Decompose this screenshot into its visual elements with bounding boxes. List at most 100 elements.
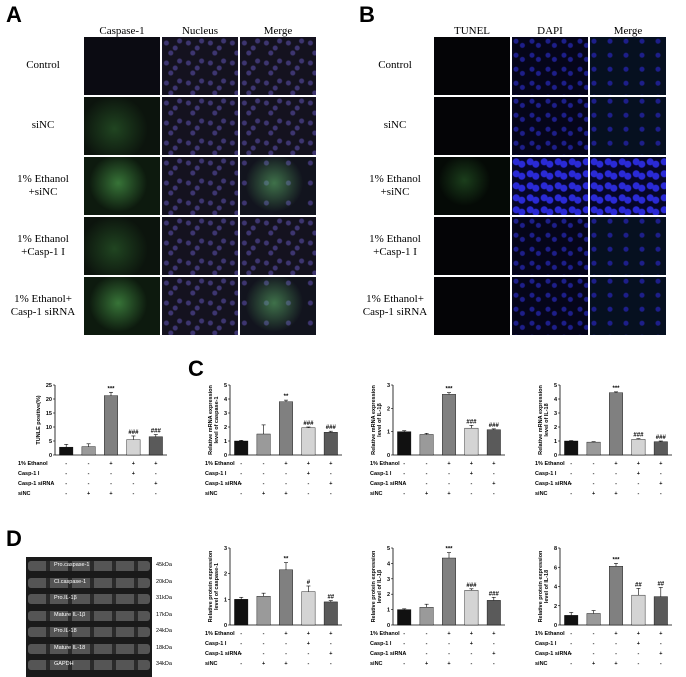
panel-b-col-head: Merge (613, 25, 643, 37)
condition-label: 1% Ethanol (535, 461, 565, 467)
condition-sign: - (110, 481, 112, 487)
condition-sign: - (492, 661, 495, 667)
condition-sign: - (492, 641, 495, 647)
y-axis-label-line: Relative protein expression (208, 550, 214, 622)
panel-b-row-label: siNC (383, 119, 407, 131)
condition-sign: - (329, 641, 332, 647)
bar (234, 599, 249, 626)
y-tick-label: 1 (387, 608, 390, 614)
condition-sign: - (403, 641, 406, 647)
condition-sign: - (592, 481, 595, 487)
chart-mrna-il18: 0 1 2 3 4 5 Relative mRNA expressionlevel of I… (538, 383, 672, 459)
condition-sign: - (492, 471, 495, 477)
condition-sign: + (154, 461, 158, 467)
condition-table: 1% Ethanol - - + + + Casp-1 I - - - + - Casp-1 siRNA… (205, 461, 342, 506)
y-axis-label-line: Relative mRNA expression (371, 384, 377, 454)
condition-row: siNC - + + - - (205, 491, 332, 497)
panel-a-row-label: 1% Ethanol+ Casp-1 siRNA (10, 293, 76, 318)
condition-table: 1% Ethanol - - + + + Casp-1 I - - - + - Casp-1 siRNA… (370, 461, 505, 506)
panel-a-micrograph (240, 97, 316, 155)
panel-b-col-head: DAPI (537, 25, 563, 37)
panel-b-row-label: Control (378, 59, 412, 71)
condition-sign: + (492, 461, 496, 467)
panel-b-micrograph (434, 217, 510, 275)
panel-b-micrograph (590, 157, 666, 215)
significance-label: ## (327, 595, 334, 601)
condition-label: Casp-1 siRNA (205, 651, 242, 657)
y-tick-label: 4 (554, 397, 558, 403)
condition-label: siNC (205, 491, 218, 497)
bar (609, 566, 623, 626)
condition-row: Casp-1 I - - - + - (18, 471, 157, 477)
significance-label: ### (656, 435, 667, 441)
condition-sign: - (425, 641, 428, 647)
condition-sign: - (285, 641, 287, 647)
panel-a-micrograph (240, 37, 316, 95)
condition-row: siNC - + + - - (370, 491, 495, 497)
significance-label: ### (128, 430, 139, 436)
panel-a-micrograph (162, 277, 238, 335)
condition-sign: + (131, 471, 135, 477)
condition-sign: + (636, 641, 640, 647)
condition-sign: - (403, 631, 406, 637)
condition-sign: - (262, 641, 265, 647)
panel-a-col-head: Nucleus (181, 25, 219, 37)
condition-sign: - (262, 631, 265, 637)
panel-b-micrograph (434, 277, 510, 335)
bar (301, 591, 316, 626)
panel-a-micrograph (240, 277, 316, 335)
blot-kda-label: 34kDa (156, 661, 172, 667)
condition-label: Casp-1 I (535, 471, 557, 477)
condition-sign: - (87, 481, 90, 487)
condition-sign: + (109, 461, 113, 467)
chart-prot-il18: 0 2 4 6 8 Relative protein expressionlevel of… (538, 546, 672, 629)
condition-label: siNC (18, 491, 31, 497)
bar (256, 596, 271, 626)
blot-band-label: Pro.IL-18 (54, 628, 77, 634)
y-tick-label: 4 (224, 397, 228, 403)
y-tick-label: 2 (387, 592, 390, 598)
y-axis-label-line: level of IL-18 (544, 403, 550, 436)
panel-a-col-head: Caspase-1 (99, 25, 145, 37)
y-axis-label-line: Relative mRNA expression (538, 384, 544, 454)
panel-b-micrograph (512, 37, 588, 95)
bar (323, 432, 338, 456)
condition-sign: - (285, 471, 287, 477)
significance-label: *** (612, 557, 620, 563)
panel-a-row-label: 1% Ethanol +Casp-1 I (17, 233, 69, 258)
condition-row: Casp-1 siRNA - - - - + (535, 651, 662, 657)
y-tick-label: 6 (554, 565, 557, 571)
y-tick-label: 0 (554, 453, 557, 459)
y-tick-label: 1 (554, 439, 557, 445)
condition-sign: - (425, 461, 428, 467)
y-tick-label: 3 (554, 411, 557, 417)
y-axis-label-line: Relative protein expression (538, 550, 544, 622)
condition-sign: - (615, 641, 617, 647)
condition-sign: + (306, 631, 310, 637)
y-axis-label-line: level of IL-1β (377, 403, 383, 437)
blot-band (28, 610, 150, 621)
condition-label: Casp-1 I (18, 471, 40, 477)
condition-table: 1% Ethanol - - + + + Casp-1 I - - - + - Casp-1 siRNA… (18, 461, 167, 506)
significance-label: ** (284, 394, 289, 400)
y-tick-label: 5 (387, 546, 390, 552)
condition-label: Casp-1 I (205, 471, 227, 477)
condition-label: Casp-1 I (370, 641, 392, 647)
condition-sign: - (637, 651, 640, 657)
condition-label: 1% Ethanol (205, 631, 235, 637)
condition-sign: + (591, 491, 596, 497)
panel-b-row-label: 1% Ethanol +siNC (369, 173, 421, 198)
y-axis-label: Relative mRNA expressionlevel of IL-18 (538, 384, 550, 454)
blot-band (28, 627, 150, 637)
panel-b-micrograph (434, 97, 510, 155)
significance-label: ### (633, 433, 644, 439)
western-blot: Pro.caspase-1 Cl.caspase-1 Pro.IL-1β Mature… (26, 557, 152, 677)
y-tick-label: 5 (554, 383, 557, 389)
panel-a-row-label: siNC (31, 119, 55, 131)
y-tick-label: 3 (224, 546, 227, 552)
condition-sign: + (659, 651, 663, 657)
y-tick-label: 0 (554, 623, 557, 629)
condition-sign: - (87, 471, 90, 477)
condition-row: 1% Ethanol - - + + + (18, 461, 157, 467)
condition-sign: + (424, 661, 429, 667)
